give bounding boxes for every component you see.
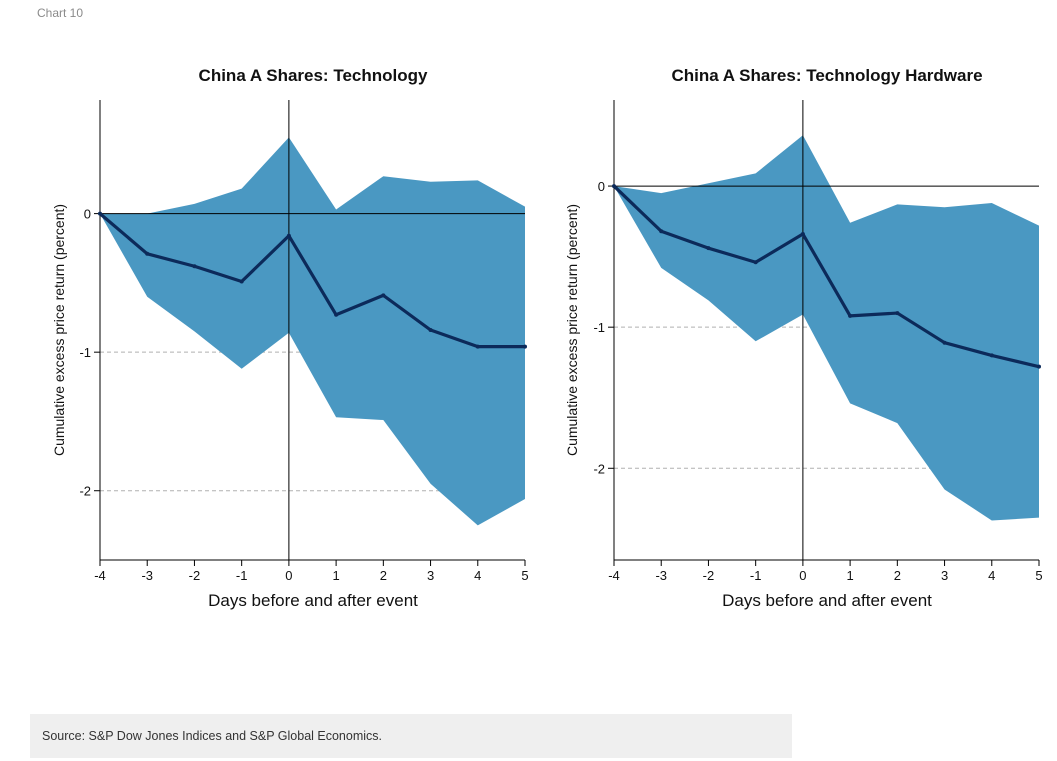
x-tick-label: 3 xyxy=(427,568,434,583)
x-tick-label: -4 xyxy=(94,568,106,583)
mean-data-point xyxy=(612,184,616,189)
x-axis-label: Days before and after event xyxy=(722,591,932,610)
mean-data-point xyxy=(706,246,711,251)
mean-data-point xyxy=(942,340,947,345)
source-text: Source: S&P Dow Jones Indices and S&P Gl… xyxy=(42,729,382,743)
x-tick-label: 4 xyxy=(988,568,995,583)
mean-data-point xyxy=(753,260,758,265)
x-tick-label: 1 xyxy=(332,568,339,583)
y-axis-label: Cumulative excess price return (percent) xyxy=(564,204,580,456)
x-tick-label: 0 xyxy=(285,568,292,583)
x-tick-label: 0 xyxy=(799,568,806,583)
x-tick-label: 3 xyxy=(941,568,948,583)
x-axis-label: Days before and after event xyxy=(208,591,418,610)
mean-data-point xyxy=(239,279,244,284)
y-tick-label: 0 xyxy=(598,179,605,194)
x-tick-label: -1 xyxy=(236,568,248,583)
mean-data-point xyxy=(192,264,197,269)
chart-panel-technology: China A Shares: Technology Days before a… xyxy=(51,66,529,610)
mean-data-point xyxy=(989,353,994,358)
x-tick-label: 2 xyxy=(894,568,901,583)
charts-canvas: China A Shares: Technology Days before a… xyxy=(51,66,1043,610)
mean-data-point xyxy=(475,344,480,349)
y-tick-label: -2 xyxy=(593,461,605,476)
mean-data-point xyxy=(800,232,805,237)
y-tick-label: -1 xyxy=(79,345,91,360)
x-tick-label: 2 xyxy=(380,568,387,583)
x-tick-label: 5 xyxy=(1035,568,1042,583)
x-tick-label: -2 xyxy=(189,568,201,583)
mean-return-line xyxy=(98,212,527,349)
mean-data-point xyxy=(381,293,386,298)
x-tick-label: 1 xyxy=(846,568,853,583)
x-tick-label: -1 xyxy=(750,568,762,583)
mean-data-point xyxy=(145,251,150,256)
x-tick-label: 5 xyxy=(521,568,528,583)
chart-title: China A Shares: Technology xyxy=(199,66,428,85)
mean-data-point xyxy=(1037,364,1041,369)
x-tick-label: -3 xyxy=(141,568,153,583)
confidence-band xyxy=(614,135,1039,521)
x-tick-label: -3 xyxy=(655,568,667,583)
mean-data-point xyxy=(848,313,853,318)
mean-data-point xyxy=(334,312,339,317)
x-tick-label: -2 xyxy=(703,568,715,583)
y-tick-label: 0 xyxy=(84,207,91,222)
x-tick-label: -4 xyxy=(608,568,620,583)
chart-number-label: Chart 10 xyxy=(37,6,84,20)
x-tick-label: 4 xyxy=(474,568,481,583)
mean-data-point xyxy=(523,344,527,349)
chart-title: China A Shares: Technology Hardware xyxy=(671,66,982,85)
y-axis-label: Cumulative excess price return (percent) xyxy=(51,204,67,456)
mean-data-point xyxy=(659,229,664,234)
mean-data-point xyxy=(98,211,102,216)
mean-data-point xyxy=(428,328,433,332)
mean-data-point xyxy=(286,233,291,238)
confidence-band xyxy=(100,137,525,526)
chart-panel-technology-hardware: China A Shares: Technology Hardware Days… xyxy=(564,66,1043,610)
y-tick-label: -1 xyxy=(593,320,605,335)
source-footer: Source: S&P Dow Jones Indices and S&P Gl… xyxy=(30,714,792,758)
mean-return-line xyxy=(612,184,1041,369)
mean-data-point xyxy=(895,311,900,316)
y-tick-label: -2 xyxy=(79,484,91,499)
